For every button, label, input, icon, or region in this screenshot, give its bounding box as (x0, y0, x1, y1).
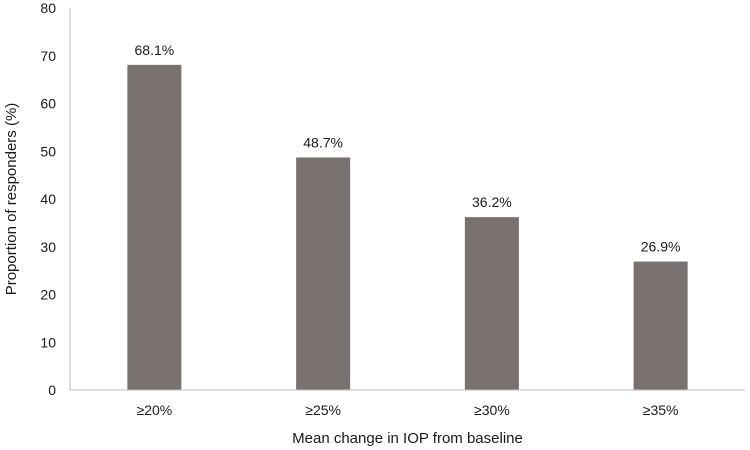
x-category-label: ≥35% (643, 402, 679, 418)
bar-data-label: 68.1% (135, 42, 175, 58)
bar-data-label: 48.7% (303, 134, 343, 150)
y-tick-label: 10 (40, 334, 56, 350)
x-axis-title: Mean change in IOP from baseline (292, 430, 523, 447)
bar (464, 217, 519, 390)
bar-data-label: 36.2% (472, 194, 512, 210)
y-tick-label: 50 (40, 143, 56, 159)
x-category-label: ≥30% (474, 402, 510, 418)
y-tick-label: 20 (40, 287, 56, 303)
y-tick-label: 60 (40, 96, 56, 112)
y-axis-title: Proportion of responders (%) (3, 103, 20, 296)
y-tick-label: 40 (40, 191, 56, 207)
bar-data-label: 26.9% (641, 239, 681, 255)
x-category-label: ≥20% (137, 402, 173, 418)
x-axis-category-labels: ≥20% ≥25% ≥30% ≥35% (137, 402, 679, 418)
y-tick-label: 80 (40, 0, 56, 16)
y-axis-ticks: 0 10 20 30 40 50 60 70 80 (40, 0, 56, 398)
y-tick-label: 0 (48, 382, 56, 398)
bar (633, 261, 688, 390)
bar (296, 157, 351, 390)
bar (127, 64, 182, 390)
bars-group (127, 64, 688, 390)
x-category-label: ≥25% (305, 402, 341, 418)
y-tick-label: 30 (40, 239, 56, 255)
y-tick-label: 70 (40, 48, 56, 64)
data-labels-group: 68.1% 48.7% 36.2% 26.9% (135, 42, 681, 255)
